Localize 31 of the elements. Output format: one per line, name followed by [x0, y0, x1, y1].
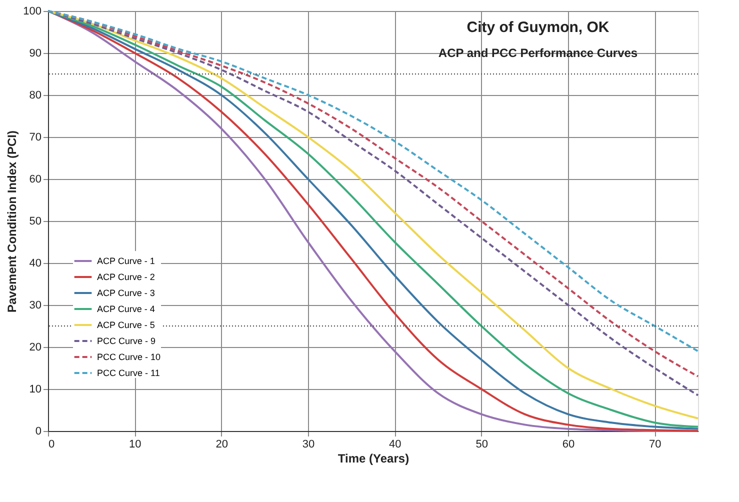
y-axis-title: Pavement Condition Index (PCI) [5, 130, 20, 313]
text: City of Guymon, OK [466, 19, 610, 36]
y-tick-label: 80 [29, 90, 42, 102]
legend-label: ACP Curve - 1 [97, 256, 155, 266]
y-tick-label: 50 [29, 216, 42, 228]
y-tick-label: 100 [23, 6, 42, 18]
x-tick-label: 60 [562, 438, 575, 450]
y-tick-label: 0 [35, 426, 42, 438]
y-tick-label: 40 [29, 258, 42, 270]
x-tick-label: 0 [48, 438, 55, 450]
legend-label: ACP Curve - 3 [97, 288, 155, 298]
x-tick-label: 10 [129, 438, 142, 450]
text: ACP and PCC Performance Curves [438, 46, 638, 60]
y-tick-label: 60 [29, 174, 42, 186]
y-tick-label: 20 [29, 342, 42, 354]
legend-label: PCC Curve - 10 [97, 352, 161, 362]
legend-label: PCC Curve - 11 [97, 368, 160, 378]
x-tick-label: 20 [216, 438, 228, 450]
legend-label: ACP Curve - 4 [97, 304, 155, 314]
legend-label: ACP Curve - 2 [97, 272, 155, 282]
x-tick-label: 30 [302, 438, 315, 450]
x-axis-title: Time (Years) [338, 452, 410, 466]
legend-label: PCC Curve - 9 [97, 336, 156, 346]
x-tick-label: 50 [476, 438, 488, 450]
y-tick-label: 90 [29, 48, 42, 60]
y-tick-label: 30 [29, 300, 42, 312]
x-tick-label: 40 [389, 438, 402, 450]
y-tick-label: 10 [29, 384, 42, 396]
x-tick-label: 70 [649, 438, 662, 450]
y-tick-label: 70 [29, 132, 42, 144]
legend-label: ACP Curve - 5 [97, 320, 155, 330]
